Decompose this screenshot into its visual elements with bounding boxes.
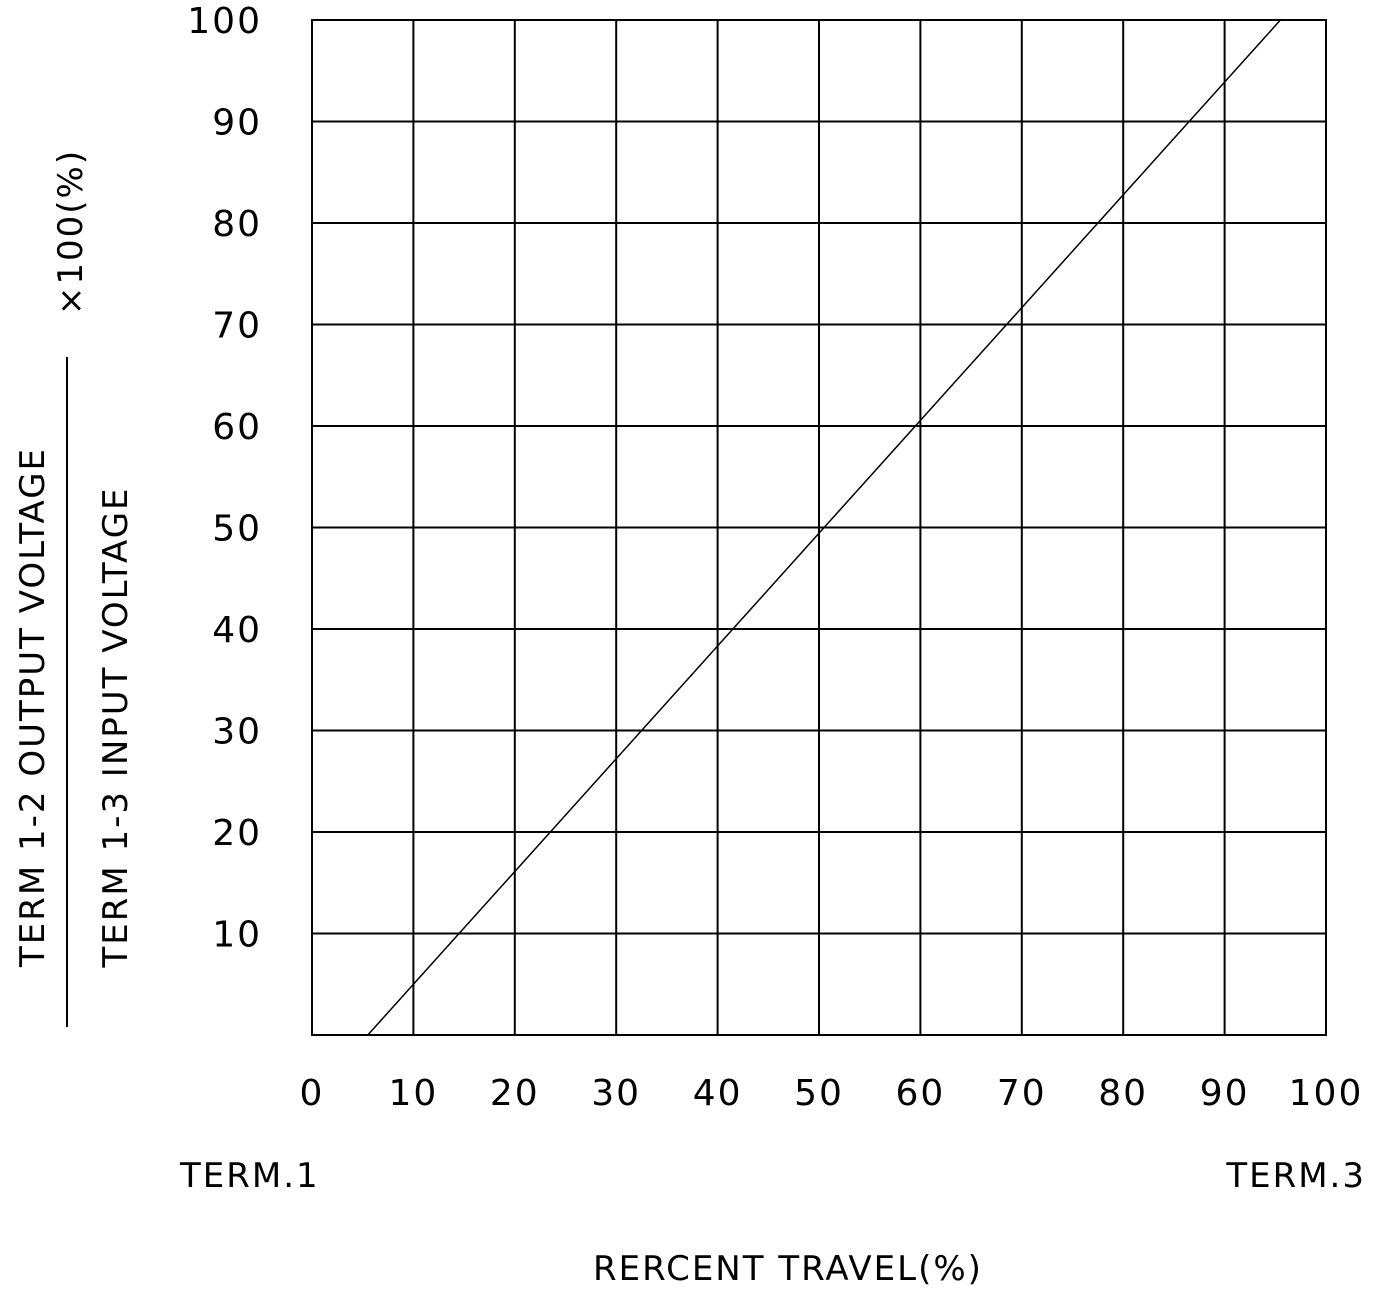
- x-tick-label: 30: [591, 1073, 641, 1114]
- y-axis-numerator: TERM 1-2 OUTPUT VOLTAGE: [13, 447, 53, 968]
- y-tick-label: 50: [212, 509, 262, 550]
- x-tick-label: 70: [997, 1073, 1047, 1114]
- grid: [311, 19, 1327, 1036]
- x-tick-label: 90: [1200, 1073, 1250, 1114]
- x-tick-label: 100: [1289, 1073, 1364, 1114]
- y-tick-label: 20: [212, 813, 262, 854]
- y-tick-label: 90: [212, 103, 262, 144]
- y-tick-label: 70: [212, 306, 262, 347]
- y-tick-label: 30: [212, 712, 262, 753]
- series-layer: [367, 19, 1281, 1036]
- x-tick-label: 20: [490, 1073, 540, 1114]
- x-tick-label: 40: [693, 1073, 743, 1114]
- tick-labels: 0 10 20 30 40 50 60 70 80 90 100 10 20 30 40 50 60 70 80 90…: [187, 1, 1364, 1114]
- y-tick-label: 60: [212, 407, 262, 448]
- x-end-label-left: TERM.1: [179, 1156, 320, 1196]
- y-tick-label: 10: [212, 915, 262, 956]
- x-tick-label: 80: [1098, 1073, 1148, 1114]
- y-axis-title: TERM 1-2 OUTPUT VOLTAGE TERM 1-3 INPUT V…: [13, 149, 136, 1027]
- y-tick-label: 80: [212, 204, 262, 245]
- series-line: [367, 19, 1281, 1036]
- x-axis-title: RERCENT TRAVEL(%): [593, 1249, 983, 1289]
- y-tick-label: 40: [212, 610, 262, 651]
- y-axis-multiplier: ×100(%): [51, 149, 91, 315]
- x-tick-label: 60: [895, 1073, 945, 1114]
- x-end-label-right: TERM.3: [1225, 1156, 1366, 1196]
- x-tick-label: 10: [388, 1073, 438, 1114]
- y-axis-denominator: TERM 1-3 INPUT VOLTAGE: [96, 486, 136, 968]
- x-tick-label: 0: [300, 1073, 325, 1114]
- y-tick-label: 100: [187, 1, 262, 42]
- x-tick-label: 50: [794, 1073, 844, 1114]
